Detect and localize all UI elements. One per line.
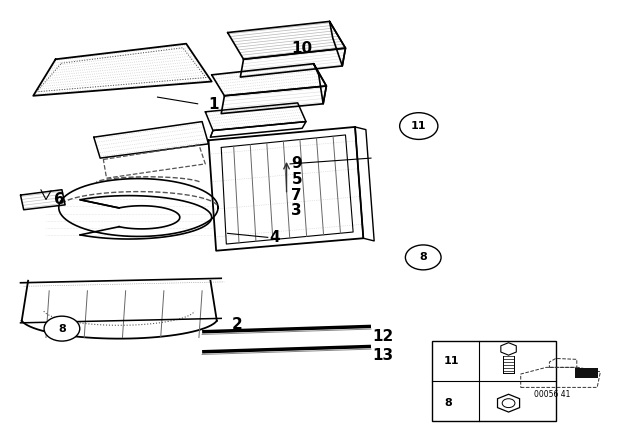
Text: 11: 11 <box>411 121 426 131</box>
Text: 6: 6 <box>54 192 65 207</box>
Circle shape <box>405 245 441 270</box>
Text: 5: 5 <box>291 172 302 187</box>
Circle shape <box>399 113 438 139</box>
Text: 8: 8 <box>444 398 452 408</box>
Text: 1: 1 <box>209 97 219 112</box>
Bar <box>431 340 556 421</box>
Text: 3: 3 <box>291 203 302 218</box>
Text: 8: 8 <box>419 252 427 263</box>
Polygon shape <box>575 368 598 379</box>
Text: 11: 11 <box>444 356 460 366</box>
Text: 00056 41: 00056 41 <box>534 389 571 399</box>
Text: 10: 10 <box>291 41 312 56</box>
Circle shape <box>44 316 80 341</box>
Text: 4: 4 <box>269 230 280 245</box>
Text: 7: 7 <box>291 188 302 202</box>
Text: 9: 9 <box>291 156 302 172</box>
Text: 2: 2 <box>232 317 243 332</box>
Text: 12: 12 <box>372 329 394 344</box>
Text: 8: 8 <box>58 323 66 334</box>
Text: 13: 13 <box>372 348 394 363</box>
